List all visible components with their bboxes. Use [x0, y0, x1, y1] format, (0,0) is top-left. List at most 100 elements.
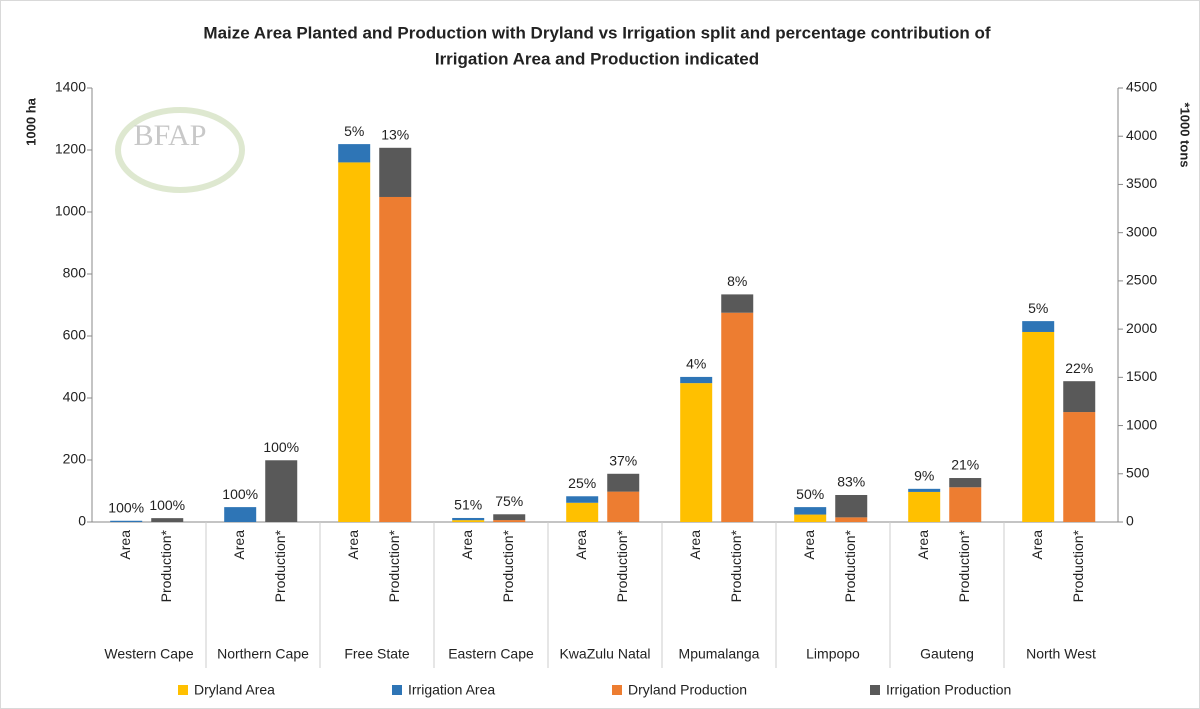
watermark-ring	[115, 107, 245, 193]
bar-segment	[908, 488, 941, 492]
bar-segment	[452, 517, 485, 521]
x-subcategory-label: Production*	[386, 529, 402, 602]
legend-label: Irrigation Production	[886, 682, 1011, 698]
bar-segment	[1022, 321, 1055, 332]
x-subcategory-label: Production*	[614, 529, 630, 602]
x-category-label: Limpopo	[806, 646, 860, 662]
production-share-label: 21%	[951, 457, 979, 473]
y2-tick-label: 0	[1126, 513, 1134, 529]
bar-segment	[721, 294, 754, 313]
y-tick-label: 800	[63, 265, 87, 281]
y-tick-label: 1000	[55, 203, 86, 219]
bar-segment	[835, 517, 868, 522]
area-share-label: 4%	[686, 356, 706, 372]
bar-segment	[224, 507, 257, 522]
bar-segment	[452, 520, 485, 522]
x-subcategory-label: Area	[459, 530, 475, 560]
area-share-label: 9%	[914, 468, 934, 484]
x-subcategory-label: Production*	[728, 529, 744, 602]
bar-segment	[1022, 331, 1055, 522]
x-category-label: Western Cape	[104, 646, 193, 662]
bar-segment	[379, 147, 412, 197]
x-category-label: Mpumalanga	[679, 646, 760, 662]
area-share-label: 100%	[108, 499, 144, 515]
x-subcategory-label: Production*	[500, 529, 516, 602]
x-subcategory-label: Production*	[1070, 529, 1086, 602]
production-share-label: 8%	[727, 273, 747, 289]
production-share-label: 22%	[1065, 360, 1093, 376]
legend-label: Dryland Area	[194, 682, 275, 698]
legend-swatch	[392, 685, 402, 695]
production-share-label: 13%	[381, 126, 409, 142]
y2-tick-label: 4500	[1126, 79, 1157, 95]
x-subcategory-label: Area	[801, 530, 817, 560]
bar-segment	[607, 491, 640, 522]
bar-segment	[566, 496, 599, 503]
production-share-label: 83%	[837, 474, 865, 490]
legend-label: Dryland Production	[628, 682, 747, 698]
area-share-label: 100%	[222, 486, 258, 502]
area-share-label: 50%	[796, 486, 824, 502]
bar-segment	[607, 473, 640, 492]
bar-segment	[949, 478, 982, 488]
area-share-label: 5%	[1028, 300, 1048, 316]
x-subcategory-label: Area	[687, 530, 703, 560]
x-category-label: Gauteng	[920, 646, 974, 662]
area-share-label: 5%	[344, 123, 364, 139]
bar-segment	[680, 376, 713, 384]
y-axis-label: 1000 ha	[23, 97, 38, 145]
x-subcategory-label: Area	[573, 530, 589, 560]
y2-tick-label: 3000	[1126, 223, 1157, 239]
chart-title: Maize Area Planted and Production with D…	[203, 23, 990, 42]
bar-segment	[949, 487, 982, 522]
x-subcategory-label: Production*	[956, 529, 972, 602]
bar-segment	[680, 383, 713, 522]
y-tick-label: 0	[78, 513, 86, 529]
y-tick-label: 1400	[55, 79, 86, 95]
y-tick-label: 1200	[55, 141, 86, 157]
area-share-label: 25%	[568, 475, 596, 491]
y2-tick-label: 3500	[1126, 175, 1157, 191]
production-share-label: 100%	[149, 497, 185, 513]
bar-segment	[265, 460, 298, 522]
x-category-label: Free State	[344, 646, 410, 662]
y-tick-label: 200	[63, 451, 87, 467]
y2-tick-label: 500	[1126, 464, 1150, 480]
legend-label: Irrigation Area	[408, 682, 495, 698]
legend-swatch	[178, 685, 188, 695]
x-category-label: Northern Cape	[217, 646, 309, 662]
bar-segment	[379, 196, 412, 522]
bar-segment	[493, 514, 526, 521]
bar-segment	[835, 494, 868, 518]
chart-title: Irrigation Area and Production indicated	[435, 49, 759, 68]
y2-tick-label: 2000	[1126, 320, 1157, 336]
bar-segment	[794, 507, 827, 515]
x-subcategory-label: Production*	[272, 529, 288, 602]
bar-segment	[338, 162, 371, 522]
y2-axis-label: *1000 tons	[1178, 102, 1193, 167]
x-subcategory-label: Area	[117, 530, 133, 560]
x-subcategory-label: Area	[231, 530, 247, 560]
bar-segment	[338, 144, 371, 163]
x-subcategory-label: Area	[915, 530, 931, 560]
watermark: BFAP	[134, 119, 207, 152]
x-category-label: North West	[1026, 646, 1096, 662]
x-subcategory-label: Production*	[842, 529, 858, 602]
bar-segment	[110, 520, 143, 522]
bar-segment	[1063, 381, 1096, 413]
y2-tick-label: 4000	[1126, 127, 1157, 143]
x-category-label: Eastern Cape	[448, 646, 534, 662]
y-tick-label: 400	[63, 389, 87, 405]
production-share-label: 75%	[495, 493, 523, 509]
production-share-label: 37%	[609, 452, 637, 468]
y2-tick-label: 1000	[1126, 416, 1157, 432]
y2-tick-label: 1500	[1126, 368, 1157, 384]
y2-tick-label: 2500	[1126, 272, 1157, 288]
y-tick-label: 600	[63, 327, 87, 343]
bar-segment	[794, 514, 827, 522]
bar-segment	[1063, 412, 1096, 522]
bar-segment	[151, 518, 184, 522]
area-share-label: 51%	[454, 497, 482, 513]
